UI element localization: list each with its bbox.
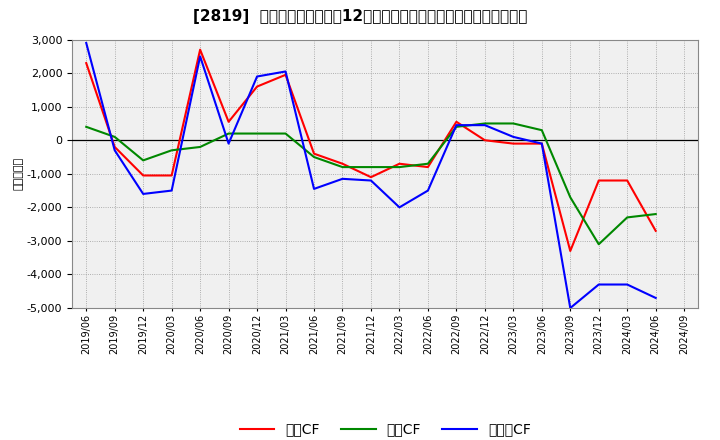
営業CF — [595, 178, 603, 183]
フリーCF — [537, 141, 546, 146]
営業CF — [395, 161, 404, 166]
Legend: 営業CF, 投資CF, フリーCF: 営業CF, 投資CF, フリーCF — [234, 417, 536, 440]
投資CF — [139, 158, 148, 163]
フリーCF — [338, 176, 347, 181]
フリーCF — [395, 205, 404, 210]
Y-axis label: （百万円）: （百万円） — [14, 157, 24, 191]
営業CF — [310, 151, 318, 156]
営業CF — [338, 161, 347, 166]
営業CF — [253, 84, 261, 89]
フリーCF — [566, 305, 575, 311]
投資CF — [509, 121, 518, 126]
フリーCF — [452, 122, 461, 128]
営業CF — [652, 228, 660, 234]
営業CF — [366, 175, 375, 180]
Line: 営業CF: 営業CF — [86, 50, 656, 251]
投資CF — [566, 194, 575, 200]
投資CF — [310, 154, 318, 160]
フリーCF — [652, 295, 660, 301]
フリーCF — [253, 74, 261, 79]
投資CF — [167, 148, 176, 153]
投資CF — [225, 131, 233, 136]
投資CF — [423, 161, 432, 166]
フリーCF — [310, 186, 318, 191]
営業CF — [623, 178, 631, 183]
投資CF — [537, 128, 546, 133]
投資CF — [480, 121, 489, 126]
フリーCF — [139, 191, 148, 197]
フリーCF — [196, 54, 204, 59]
フリーCF — [82, 40, 91, 46]
営業CF — [167, 173, 176, 178]
投資CF — [196, 144, 204, 150]
Line: 投資CF: 投資CF — [86, 124, 656, 244]
営業CF — [480, 138, 489, 143]
営業CF — [282, 72, 290, 77]
営業CF — [110, 144, 119, 150]
フリーCF — [423, 188, 432, 193]
営業CF — [423, 165, 432, 170]
Text: [2819]  キャッシュフローの12か月移動合計の対前年同期増減額の推移: [2819] キャッシュフローの12か月移動合計の対前年同期増減額の推移 — [193, 9, 527, 24]
営業CF — [82, 60, 91, 66]
投資CF — [452, 124, 461, 129]
フリーCF — [480, 122, 489, 128]
投資CF — [623, 215, 631, 220]
フリーCF — [167, 188, 176, 193]
フリーCF — [110, 148, 119, 153]
フリーCF — [595, 282, 603, 287]
投資CF — [366, 165, 375, 170]
投資CF — [652, 211, 660, 216]
投資CF — [253, 131, 261, 136]
営業CF — [139, 173, 148, 178]
投資CF — [395, 165, 404, 170]
営業CF — [225, 119, 233, 125]
投資CF — [595, 242, 603, 247]
Line: フリーCF: フリーCF — [86, 43, 656, 308]
投資CF — [110, 134, 119, 139]
フリーCF — [282, 69, 290, 74]
フリーCF — [509, 134, 518, 139]
フリーCF — [225, 141, 233, 146]
投資CF — [282, 131, 290, 136]
フリーCF — [623, 282, 631, 287]
投資CF — [338, 165, 347, 170]
営業CF — [566, 248, 575, 253]
営業CF — [509, 141, 518, 146]
営業CF — [537, 141, 546, 146]
営業CF — [452, 119, 461, 125]
投資CF — [82, 124, 91, 129]
営業CF — [196, 47, 204, 52]
フリーCF — [366, 178, 375, 183]
